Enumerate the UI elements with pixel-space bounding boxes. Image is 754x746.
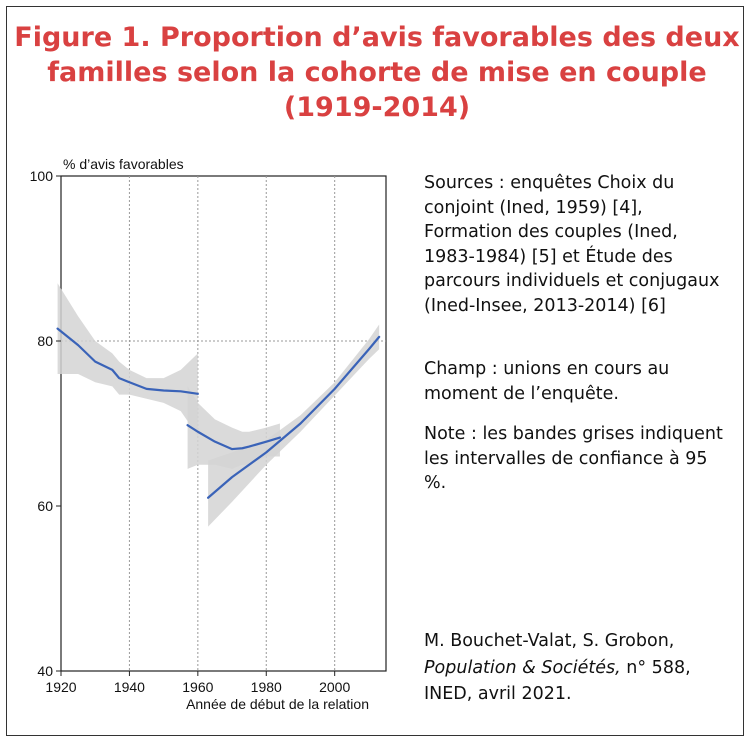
y-tick-label-100: 100	[30, 168, 54, 184]
champ-note: Champ : unions en cours au moment de l’e…	[424, 359, 670, 404]
credit-authors: M. Bouchet-Valat, S. Grobon,	[424, 631, 675, 651]
x-axis-label: Année de début de la relation	[186, 696, 369, 712]
credit-journal: Population & Sociétés,	[424, 657, 621, 678]
x-tick-label-1920: 1920	[45, 679, 76, 695]
x-tick-label-1960: 1960	[182, 679, 213, 695]
series-line-2	[186, 424, 282, 451]
credit-publisher: INED, avril 2021.	[424, 684, 572, 704]
credit-issue: n° 588,	[620, 657, 691, 678]
grid	[61, 176, 386, 671]
title-line-2: familles selon la cohorte de mise en cou…	[47, 57, 707, 88]
confidence-band-3	[208, 324, 380, 527]
confidence-band-1	[57, 283, 198, 436]
figure-title: Figure 1. Proportion d’avis favorables d…	[0, 20, 754, 125]
series-line-3	[207, 335, 381, 499]
title-line-1: Figure 1. Proportion d’avis favorables d…	[14, 22, 740, 53]
title-line-3: (1919-2014)	[283, 92, 471, 123]
sources-note: Sources : enquêtes Choix du conjoint (In…	[424, 173, 720, 316]
x-tick-label-2000: 2000	[319, 679, 350, 695]
y-axis-label: % d’avis favorables	[63, 156, 184, 172]
axis-ticks: 40 60 80 100 1920 1940 1960 1980 2000	[30, 168, 351, 695]
y-tick-label-40: 40	[37, 663, 53, 679]
x-tick-label-1940: 1940	[114, 679, 145, 695]
series-line-1	[56, 327, 199, 395]
ci-note: Note : les bandes grises indiquent les i…	[424, 424, 723, 493]
y-tick-label-80: 80	[37, 333, 53, 349]
series-lines	[56, 327, 381, 499]
plot-area	[60, 175, 387, 672]
credit-block: M. Bouchet-Valat, S. Grobon, Population …	[424, 628, 724, 708]
credit-journal-line: Population & Sociétés, n° 588,	[424, 655, 724, 682]
plot-border	[60, 175, 387, 672]
confidence-bands	[57, 283, 380, 527]
x-tick-label-1980: 1980	[251, 679, 282, 695]
y-tick-label-60: 60	[37, 498, 53, 514]
